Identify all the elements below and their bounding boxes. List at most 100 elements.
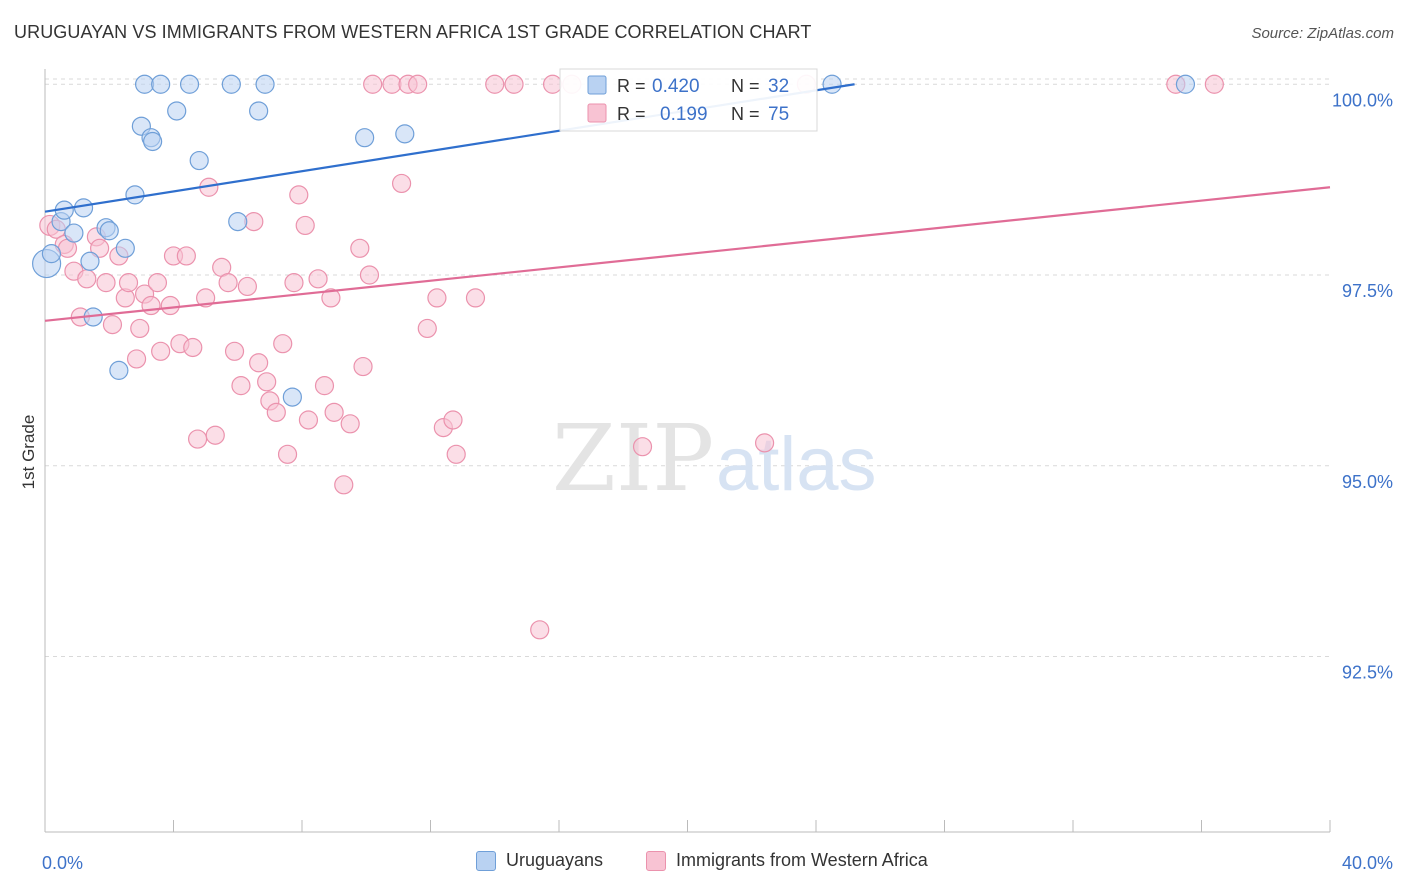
legend-swatch-blue bbox=[476, 850, 496, 871]
western-africa-point[interactable] bbox=[266, 402, 286, 422]
y-tick-label: 92.5% bbox=[1342, 663, 1393, 683]
western-africa-point[interactable] bbox=[183, 337, 203, 358]
western-africa-point[interactable] bbox=[334, 475, 354, 495]
western-africa-point[interactable] bbox=[237, 276, 257, 297]
y-tick-label: 95.0% bbox=[1342, 472, 1393, 492]
western-africa-point[interactable] bbox=[130, 318, 150, 339]
uruguayans-point[interactable] bbox=[41, 244, 62, 264]
western-africa-point[interactable] bbox=[90, 238, 110, 258]
stats-r-value: 0.199 bbox=[660, 104, 708, 125]
western-africa-point[interactable] bbox=[427, 288, 447, 308]
x-tick-label: 40.0% bbox=[1342, 853, 1393, 873]
western-africa-point[interactable] bbox=[754, 433, 775, 453]
western-africa-point[interactable] bbox=[417, 318, 437, 339]
western-africa-point[interactable] bbox=[350, 238, 370, 258]
western-africa-point[interactable] bbox=[340, 414, 360, 434]
western-africa-point[interactable] bbox=[257, 372, 277, 392]
western-africa-point[interactable] bbox=[176, 246, 196, 266]
uruguayans-point[interactable] bbox=[179, 74, 200, 94]
watermark: ZIP atlas bbox=[552, 405, 877, 512]
uruguayans-point[interactable] bbox=[255, 74, 275, 94]
western-africa-point[interactable] bbox=[324, 402, 344, 422]
uruguayans-point[interactable] bbox=[221, 74, 241, 94]
western-africa-point[interactable] bbox=[147, 273, 168, 293]
uruguayans-point[interactable] bbox=[167, 101, 187, 121]
axes: 0.0% 40.0% 1st Grade bbox=[19, 69, 1393, 873]
western-africa-point[interactable] bbox=[218, 273, 238, 293]
western-africa-point[interactable] bbox=[308, 269, 328, 289]
western-africa-point[interactable] bbox=[542, 74, 563, 94]
legend-swatch-pink bbox=[646, 850, 666, 871]
series-uruguayans bbox=[32, 74, 1196, 407]
uruguayans-point[interactable] bbox=[73, 198, 94, 218]
western-africa-point[interactable] bbox=[284, 273, 304, 293]
western-africa-point[interactable] bbox=[102, 315, 123, 335]
uruguayans-point[interactable] bbox=[1175, 74, 1196, 94]
western-africa-point[interactable] bbox=[298, 410, 319, 430]
western-africa-point[interactable] bbox=[96, 273, 116, 293]
uruguayans-point[interactable] bbox=[822, 74, 842, 94]
legend-item-western-africa[interactable]: Immigrants from Western Africa bbox=[646, 850, 928, 871]
stats-swatch-blue bbox=[587, 75, 607, 95]
uruguayans-point[interactable] bbox=[64, 223, 84, 243]
uruguayans-point[interactable] bbox=[115, 238, 135, 258]
uruguayans-point[interactable] bbox=[99, 221, 119, 241]
western-africa-point[interactable] bbox=[187, 429, 208, 449]
legend-label: Immigrants from Western Africa bbox=[676, 850, 928, 870]
western-africa-point[interactable] bbox=[231, 376, 251, 396]
uruguayans-point[interactable] bbox=[355, 128, 375, 148]
stats-n-label: N = bbox=[731, 104, 760, 124]
western-africa-point[interactable] bbox=[382, 74, 402, 94]
western-africa-point[interactable] bbox=[205, 425, 225, 445]
western-africa-point[interactable] bbox=[443, 410, 463, 430]
western-africa-point[interactable] bbox=[321, 288, 341, 308]
western-africa-point[interactable] bbox=[249, 353, 269, 373]
western-africa-point[interactable] bbox=[391, 173, 412, 194]
western-africa-point[interactable] bbox=[295, 215, 315, 236]
series-western-africa bbox=[39, 74, 1224, 640]
watermark-zip: ZIP bbox=[552, 405, 714, 512]
uruguayans-point[interactable] bbox=[125, 185, 145, 205]
stats-r-label: R = bbox=[617, 76, 646, 96]
uruguayans-point[interactable] bbox=[80, 251, 100, 271]
western-africa-point[interactable] bbox=[196, 288, 216, 308]
western-africa-trend-line bbox=[44, 186, 1331, 322]
legend-item-uruguayans[interactable]: Uruguayans bbox=[476, 850, 603, 871]
western-africa-point[interactable] bbox=[273, 334, 293, 354]
western-africa-point[interactable] bbox=[353, 356, 373, 377]
western-africa-point[interactable] bbox=[1204, 74, 1224, 94]
uruguayans-point[interactable] bbox=[134, 74, 155, 94]
watermark-atlas: atlas bbox=[716, 422, 877, 507]
western-africa-point[interactable] bbox=[126, 349, 147, 369]
stats-box: R = 0.420 N = 32 R = 0.199 N = 75 bbox=[559, 68, 818, 132]
western-africa-point[interactable] bbox=[224, 341, 245, 361]
western-africa-point[interactable] bbox=[77, 269, 97, 289]
western-africa-point[interactable] bbox=[446, 444, 466, 464]
uruguayans-point[interactable] bbox=[143, 131, 163, 152]
uruguayans-point[interactable] bbox=[189, 150, 209, 171]
western-africa-point[interactable] bbox=[530, 620, 550, 640]
western-africa-point[interactable] bbox=[363, 74, 383, 94]
western-africa-point[interactable] bbox=[160, 295, 180, 316]
western-africa-point[interactable] bbox=[408, 74, 428, 94]
uruguayans-point[interactable] bbox=[228, 212, 248, 232]
uruguayans-point[interactable] bbox=[395, 124, 415, 144]
western-africa-point[interactable] bbox=[632, 437, 653, 457]
western-africa-point[interactable] bbox=[141, 295, 161, 316]
uruguayans-point[interactable] bbox=[109, 360, 129, 380]
source-label: Source: ZipAtlas.com bbox=[1251, 25, 1394, 42]
western-africa-point[interactable] bbox=[289, 185, 309, 205]
uruguayans-point[interactable] bbox=[249, 101, 269, 121]
western-africa-point[interactable] bbox=[118, 273, 139, 293]
western-africa-point[interactable] bbox=[504, 74, 524, 94]
western-africa-point[interactable] bbox=[151, 341, 171, 361]
western-africa-point[interactable] bbox=[244, 212, 264, 232]
western-africa-point[interactable] bbox=[314, 376, 335, 396]
y-tick-label: 97.5% bbox=[1342, 281, 1393, 301]
western-africa-point[interactable] bbox=[465, 288, 486, 308]
western-africa-point[interactable] bbox=[485, 74, 505, 94]
western-africa-point[interactable] bbox=[277, 444, 298, 464]
uruguayans-point[interactable] bbox=[151, 74, 171, 94]
western-africa-point[interactable] bbox=[359, 265, 380, 285]
uruguayans-point[interactable] bbox=[282, 387, 302, 407]
